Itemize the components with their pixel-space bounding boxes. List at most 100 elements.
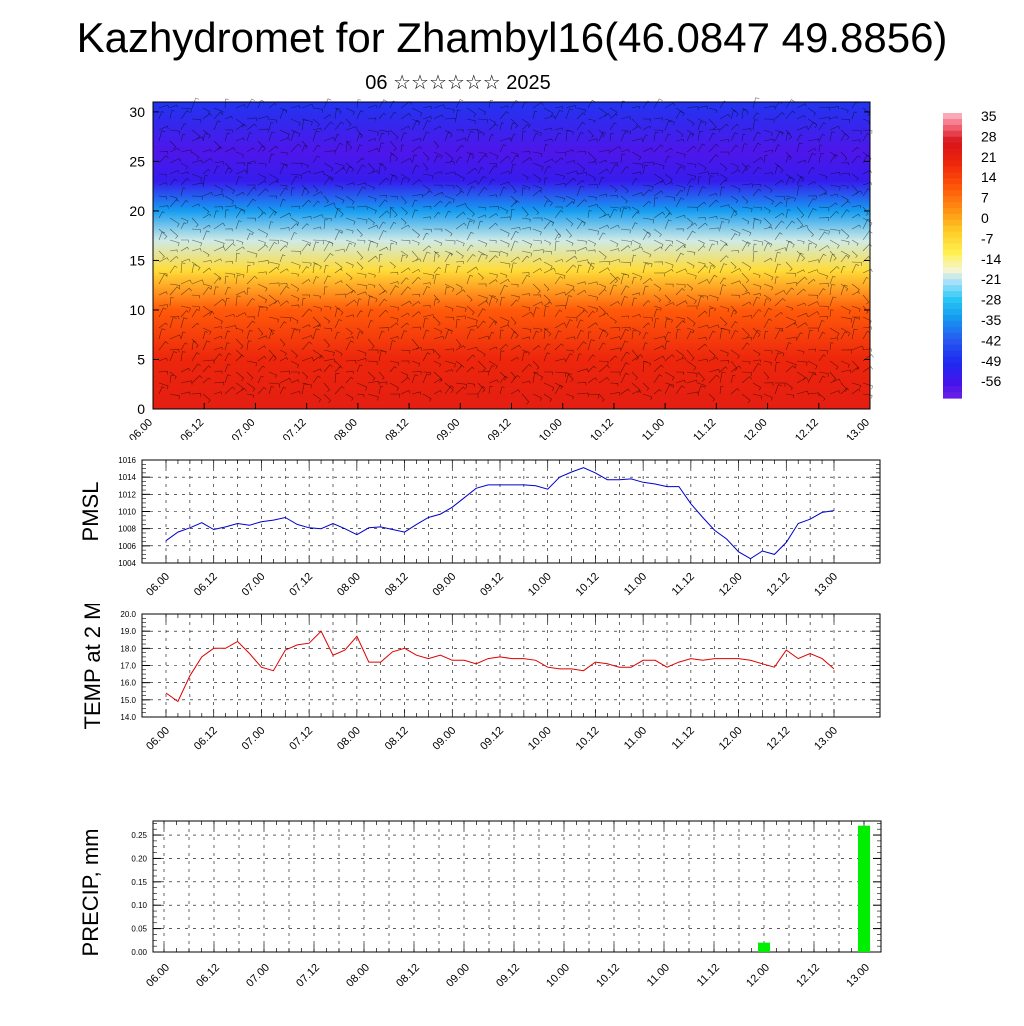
- y-tick-label: 10: [129, 302, 145, 318]
- x-tick-label: 07.12: [287, 725, 315, 753]
- x-tick-label: 06.00: [144, 725, 172, 753]
- x-tick-label: 06.12: [192, 725, 220, 753]
- x-tick-label: 10.00: [526, 571, 554, 599]
- y-tick-label: 18.0: [120, 644, 136, 653]
- y-tick-label: 19.0: [120, 627, 136, 636]
- x-tick-label: 11.00: [645, 962, 672, 989]
- colorbar-segment: [943, 231, 962, 239]
- x-tick-label: 12.00: [717, 725, 745, 753]
- colorbar-label: -35: [981, 312, 1001, 328]
- x-tick-label: 12.12: [794, 962, 822, 990]
- colorbar-label: 7: [981, 190, 989, 206]
- colorbar-segment: [943, 380, 962, 387]
- colorbar-segment: [943, 338, 962, 346]
- x-tick-label: 12.12: [793, 417, 821, 440]
- colorbar-segment: [943, 130, 962, 138]
- page-subtitle: 06 ☆☆☆☆☆☆ 2025: [365, 72, 551, 94]
- colorbar-segment: [943, 243, 962, 251]
- temperature-field: [153, 102, 870, 409]
- x-tick-label: 09.12: [494, 962, 522, 990]
- colorbar-segment: [943, 172, 962, 179]
- wind-barbs: [158, 97, 874, 405]
- y-tick-label: 1016: [118, 456, 136, 465]
- x-tick-label: 07.12: [281, 417, 309, 440]
- colorbar-segment: [943, 118, 962, 126]
- colorbar-label: -49: [981, 353, 1001, 369]
- colorbar-segment: [943, 154, 962, 162]
- x-tick-label: 08.12: [383, 417, 411, 440]
- y-tick-label: 0.20: [131, 854, 147, 863]
- colorbar-segment: [943, 326, 962, 334]
- colorbar-segment: [943, 184, 962, 191]
- x-tick-label: 08.00: [344, 962, 372, 990]
- x-tick-label: 09.12: [486, 417, 514, 440]
- colorbar-segment: [943, 190, 962, 197]
- x-tick-label: 06.12: [178, 417, 206, 440]
- colorbar-segment: [943, 136, 962, 144]
- y-tick-label: 20.0: [120, 610, 136, 619]
- y-tick-label: 0.25: [131, 831, 147, 840]
- x-tick-label: 07.00: [240, 571, 268, 599]
- y-tick-label: 1014: [118, 473, 136, 482]
- colorbar-segment: [943, 255, 962, 263]
- y-tick-label: 30: [129, 104, 145, 120]
- x-tick-label: 08.00: [335, 725, 363, 753]
- x-tick-label: 11.12: [695, 962, 722, 989]
- x-tick-label: 06.12: [194, 962, 222, 990]
- colorbar-label: -42: [981, 332, 1001, 348]
- colorbar-segment: [943, 285, 962, 292]
- x-tick-label: 11.12: [670, 725, 697, 752]
- x-tick-label: 10.00: [537, 417, 565, 440]
- colorbar-segment: [943, 178, 962, 185]
- page-title: Kazhydromet for Zhambyl16(46.0847 49.885…: [76, 14, 948, 61]
- y-tick-label: 0: [137, 401, 145, 417]
- x-tick-label: 08.00: [335, 571, 363, 599]
- colorbar-segment: [943, 196, 962, 203]
- x-tick-label: 11.12: [691, 417, 718, 440]
- cross-section-chart: 0 5 10 15 20 25 30 06.00 06.12 07.00 07.12 08.00 08.…: [127, 97, 1001, 440]
- grid: [142, 459, 880, 564]
- temp-chart: 14.0 15.0 16.0 17.0 18.0 19.0 20.0 06.00 06.12 07…: [80, 604, 881, 753]
- pmsl-chart: 1004 1006 1008 1010 1012 1014 1016 06.00 06.12 07…: [78, 456, 881, 599]
- x-tick-label: 11.00: [622, 725, 649, 752]
- colorbar-label: 14: [981, 169, 997, 185]
- colorbar-segment: [943, 374, 962, 381]
- colorbar-segment: [943, 356, 962, 363]
- y-tick-label: 1012: [118, 490, 136, 499]
- colorbar-label: 21: [981, 149, 997, 165]
- y-tick-label: 1004: [118, 559, 136, 568]
- y-tick-label: 0.10: [131, 901, 147, 910]
- x-tick-label: 06.00: [144, 962, 172, 990]
- y-tick-label: 1010: [118, 508, 136, 517]
- colorbar-segment: [943, 362, 962, 369]
- y-tick-label: 1006: [118, 542, 136, 551]
- x-tick-label: 09.00: [434, 417, 462, 440]
- precip-bar: [858, 825, 870, 952]
- x-tick-label: 09.00: [444, 962, 472, 990]
- y-tick-label: 5: [137, 351, 145, 367]
- series-line: [165, 467, 835, 560]
- colorbar-label: -28: [981, 292, 1001, 308]
- y-tick-label: 15: [129, 252, 145, 268]
- colorbar-segment: [943, 308, 962, 316]
- x-tick-label: 07.00: [240, 725, 268, 753]
- x-tick-label: 10.00: [544, 962, 572, 990]
- x-tick-label: 07.12: [287, 571, 315, 599]
- y-tick-label: 17.0: [120, 662, 136, 671]
- colorbar-segment: [943, 314, 962, 322]
- x-tick-label: 10.12: [574, 725, 602, 753]
- colorbar-segment: [943, 344, 962, 352]
- colorbar-segment: [943, 386, 962, 393]
- y-tick-label: 15.0: [120, 696, 136, 705]
- colorbar-segment: [943, 113, 962, 120]
- x-tick-label: 13.00: [812, 725, 840, 753]
- x-tick-label: 07.00: [244, 962, 272, 990]
- colorbar-segment: [943, 225, 962, 233]
- x-tick-label: 13.00: [844, 417, 872, 440]
- colorbar-segment: [943, 332, 962, 340]
- colorbar-segment: [943, 297, 962, 304]
- x-tick-label: 09.00: [430, 571, 458, 599]
- colorbar-label: 0: [981, 210, 989, 226]
- x-tick-label: 06.12: [192, 571, 220, 599]
- x-tick-label: 10.12: [574, 571, 602, 599]
